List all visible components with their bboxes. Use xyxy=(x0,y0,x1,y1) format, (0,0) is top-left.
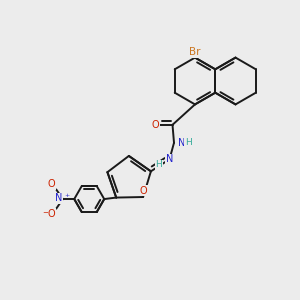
Text: H: H xyxy=(185,138,192,147)
Text: H: H xyxy=(155,160,162,169)
Text: N: N xyxy=(55,194,62,203)
Text: O: O xyxy=(48,209,55,219)
Text: O: O xyxy=(139,185,147,196)
Text: N: N xyxy=(166,154,173,164)
Text: O: O xyxy=(152,120,159,130)
Text: N: N xyxy=(178,138,185,148)
Text: +: + xyxy=(64,193,70,198)
Text: O: O xyxy=(48,179,55,189)
Text: −: − xyxy=(42,210,48,216)
Text: Br: Br xyxy=(189,47,201,57)
